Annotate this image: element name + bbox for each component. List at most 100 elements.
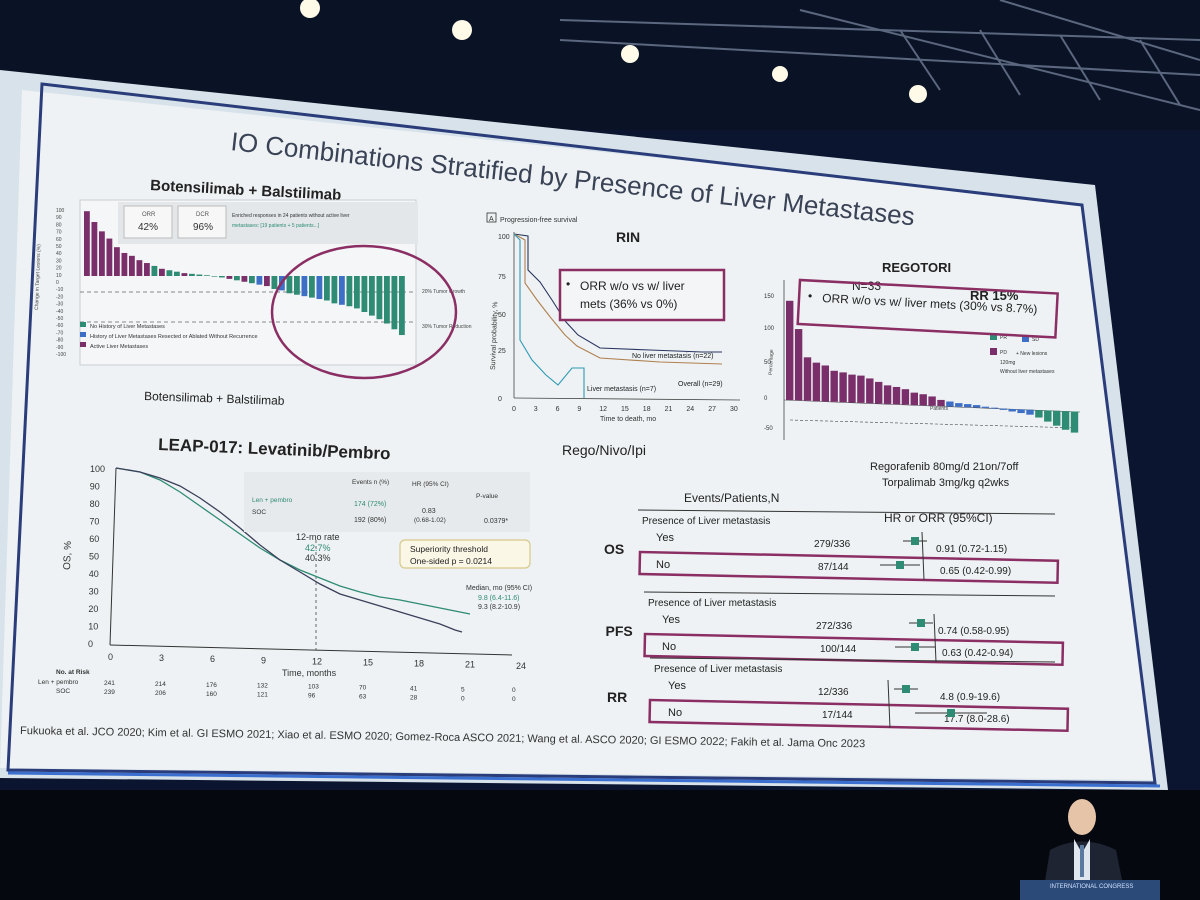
rego-heading: REGOTORI <box>882 260 951 275</box>
rego-xlabel: Patients <box>930 406 949 412</box>
leap-risk-row1-cell: 214 <box>155 681 166 688</box>
bot-y-tick: 40 <box>56 251 62 257</box>
bot-bar <box>144 263 150 276</box>
bot-bar <box>114 247 120 276</box>
rego-footer-1: Regorafenib 80mg/d 21on/7off <box>870 461 1019 473</box>
leap-x-tick: 24 <box>516 661 526 671</box>
leap-ylabel: OS, % <box>62 541 74 570</box>
bot-y-tick: -100 <box>56 352 66 358</box>
bot-bar <box>294 276 300 295</box>
bot-bar <box>309 276 315 298</box>
leap-median-1: 9.8 (6.4-11.6) <box>478 595 520 602</box>
forest-panel: Rego/Nivo/Ipi Events/Patients,N HR or OR… <box>562 442 1070 733</box>
rego-bar <box>999 408 1007 410</box>
forest-section-label: PFS <box>606 623 633 639</box>
bot-bar <box>354 276 360 309</box>
rego-bar <box>883 385 892 404</box>
rego-y-tick: 50 <box>764 360 771 366</box>
forest-yes-label: Yes <box>656 532 674 544</box>
rego-bar <box>839 372 847 403</box>
rego-bar <box>972 405 981 408</box>
rego-n: N=33 <box>852 279 881 293</box>
rin-y-ticks: 100 75 50 25 0 <box>498 234 510 403</box>
leap-rate-label: 12-mo rate <box>296 532 340 542</box>
bot-bar <box>136 260 143 276</box>
rin-panel: A Progression-free survival RIN Survival… <box>486 212 741 423</box>
leap-x-tick: 12 <box>312 656 322 666</box>
bot-bar <box>99 231 105 276</box>
rin-orr-line-1: ORR w/o vs w/ liver <box>580 279 685 293</box>
bot-legend-1: No History of Liver Metastases <box>90 324 165 330</box>
rego-bar <box>857 375 865 403</box>
bot-legend-3: Active Liver Metastases <box>90 344 148 350</box>
forest-yes-value: 272/336 <box>816 621 853 632</box>
rin-bullet: • <box>566 277 570 291</box>
rego-bar <box>928 396 936 406</box>
rin-x-tick: 27 <box>708 406 716 413</box>
leap-risk-row2-cell: 63 <box>359 694 367 701</box>
rego-y-tick: 150 <box>764 294 775 300</box>
bot-highlight-circle <box>270 244 458 380</box>
bot-y-tick: 0 <box>56 280 59 286</box>
bot-bar <box>196 274 203 276</box>
bot-y-tick: -20 <box>56 294 63 300</box>
bot-dcr-value: 96% <box>193 222 213 233</box>
forest-table: OS Presence of Liver metastasis Yes 279/336… <box>604 509 1070 733</box>
rego-orr-box <box>796 278 1059 339</box>
forest-no-ci: 0.65 (0.42-0.99) <box>940 566 1011 577</box>
leap-risk-row2-cell: 206 <box>155 690 166 697</box>
forest-yes-ci: 4.8 (0.9-19.6) <box>940 692 1000 703</box>
leap-x-tick: 9 <box>261 655 266 665</box>
bot-y-tick: -90 <box>56 345 63 351</box>
rego-legend-pr: PR <box>1000 335 1007 341</box>
forest-point <box>947 709 955 717</box>
rego-legend-without: Without liver metastases <box>1000 369 1055 375</box>
bot-bar <box>286 276 293 294</box>
leap-risk-row1-cell: 5 <box>461 686 465 693</box>
rego-bar <box>786 300 794 400</box>
forest-no-value: 87/144 <box>818 562 849 573</box>
bot-bar <box>174 271 180 276</box>
bot-y-tick: -30 <box>56 302 63 308</box>
bot-bar <box>211 276 218 277</box>
rego-bar <box>812 362 821 402</box>
forest-point <box>917 619 925 627</box>
bot-bar <box>129 255 135 276</box>
leap-x-tick: 15 <box>363 658 373 668</box>
rin-x-tick: 3 <box>534 406 538 413</box>
leap-superiority-2: One-sided p = 0.0214 <box>410 556 492 566</box>
rin-x-tick: 24 <box>686 406 694 413</box>
bot-bar <box>234 276 240 281</box>
leap-curve-soc <box>115 467 463 633</box>
leap-risk-row1-cell: 70 <box>359 685 367 692</box>
bot-bar <box>204 275 210 276</box>
forest-col-ci: HR or ORR (95%CI) <box>884 511 993 525</box>
rego-bar <box>937 399 945 407</box>
rego-bar <box>901 389 910 405</box>
bot-bar <box>369 276 375 316</box>
leap-risk-row2-cell: 160 <box>206 691 217 698</box>
forest-no-highlight <box>638 550 1060 585</box>
rego-bar <box>803 357 812 401</box>
bot-waterfall-bars <box>84 211 405 336</box>
leap-x-ticks: 0 3 6 9 12 15 18 21 24 <box>108 652 526 671</box>
leap-risk-row1-cell: 0 <box>512 687 516 694</box>
bot-bar <box>399 276 405 336</box>
leap-risk-table: 241 214 176 132 103 70 41 5 0 239 206 160 121 96 63 28 0… <box>104 680 516 703</box>
forest-yes-ci: 0.74 (0.58-0.95) <box>938 626 1009 637</box>
leap-y-tick: 20 <box>88 604 98 614</box>
forest-col-events: Events/Patients,N <box>684 491 779 505</box>
leap-risk-row2-cell: 121 <box>257 692 268 699</box>
bot-y-tick: -80 <box>56 338 63 344</box>
forest-point <box>911 537 919 545</box>
rego-bar <box>830 370 838 402</box>
rego-legend-dose: 120mg <box>1000 360 1016 366</box>
leap-risk-row1-cell: 241 <box>104 680 115 687</box>
forest-section-sub: Presence of Liver metastasis <box>654 664 782 675</box>
forest-no-value: 100/144 <box>820 644 857 655</box>
rego-y-tick: -50 <box>764 426 773 432</box>
leap-y-tick: 70 <box>89 517 99 527</box>
bot-orr-label: ORR <box>142 212 156 218</box>
forest-rule <box>637 509 1056 515</box>
bot-y-tick: 90 <box>56 215 62 221</box>
